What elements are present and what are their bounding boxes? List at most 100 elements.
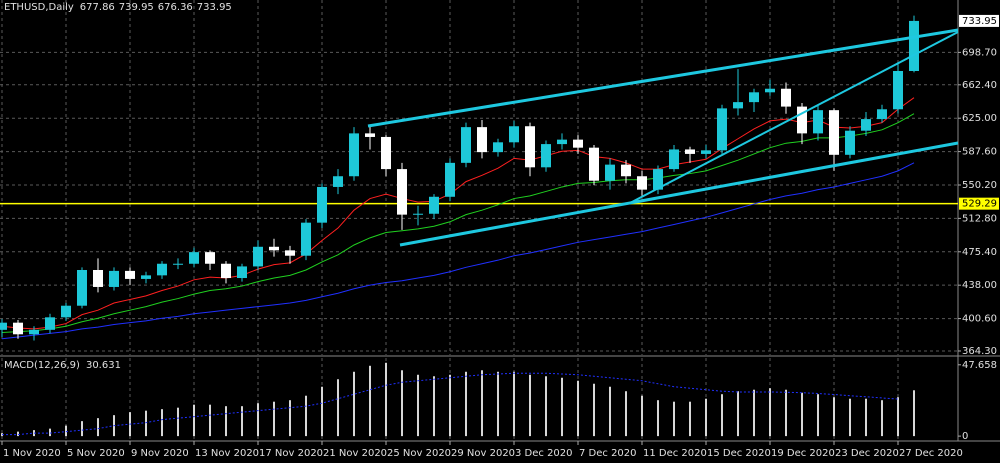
candle-body	[653, 169, 663, 190]
x-tick-label: 13 Nov 2020	[195, 448, 259, 459]
candle-body	[637, 176, 647, 190]
y-tick-label: 0	[962, 431, 968, 442]
candle-body	[717, 108, 727, 151]
candle-body	[93, 269, 103, 287]
x-tick-label: 29 Nov 2020	[451, 448, 515, 459]
candle-body	[557, 139, 567, 145]
candle-body	[477, 127, 487, 153]
candle-body	[125, 270, 135, 279]
candle-body	[141, 275, 151, 279]
y-tick-label: 587.60	[962, 147, 997, 158]
trendline	[629, 31, 959, 204]
candle-body	[45, 317, 55, 330]
candle-body	[493, 142, 503, 153]
y-tick-label: 400.60	[962, 314, 997, 325]
candle-body	[317, 186, 327, 223]
candle-body	[397, 169, 407, 215]
candle-body	[285, 250, 295, 256]
candle-body	[269, 246, 279, 251]
x-tick-label: 21 Nov 2020	[323, 448, 387, 459]
header-open: 677.86	[80, 2, 115, 13]
candle-body	[77, 269, 87, 306]
y-tick-label: 364.30	[962, 346, 997, 357]
level-label: 529.29	[962, 199, 997, 210]
candle-body	[541, 144, 551, 168]
candle-body	[701, 150, 711, 154]
y-tick-label: 475.40	[962, 247, 997, 258]
candle-body	[813, 110, 823, 134]
candle-body	[509, 126, 519, 143]
candle-body	[173, 263, 183, 265]
trendline	[399, 141, 959, 247]
x-tick-label: 23 Dec 2020	[835, 448, 899, 459]
candle-body	[525, 126, 535, 168]
candle-body	[61, 305, 71, 318]
macd-title: MACD(12,26,9)	[4, 360, 80, 371]
header-low: 676.36	[158, 2, 193, 13]
symbol: ETHUSD,Daily	[4, 2, 74, 13]
candle-body	[781, 88, 791, 107]
candle-body	[349, 133, 359, 177]
candle-body	[589, 147, 599, 181]
candle-body	[573, 139, 583, 148]
y-tick-label: 512.80	[962, 213, 997, 224]
candle-body	[109, 270, 119, 287]
candle-body	[413, 213, 423, 215]
x-tick-label: 1 Nov 2020	[3, 448, 61, 459]
candle-body	[237, 266, 247, 279]
candle-body	[189, 252, 199, 264]
candle-body	[205, 252, 215, 264]
y-tick-label: 662.40	[962, 80, 997, 91]
candle-body	[445, 162, 455, 197]
candle-body	[253, 246, 263, 267]
candle-body	[877, 109, 887, 120]
x-tick-label: 25 Nov 2020	[387, 448, 451, 459]
candle-body	[301, 222, 311, 256]
x-tick-label: 17 Nov 2020	[259, 448, 323, 459]
candle-body	[0, 322, 7, 330]
price-label: 733.95	[962, 16, 997, 27]
x-tick-label: 9 Nov 2020	[131, 448, 189, 459]
candle-body	[605, 164, 615, 181]
candle-body	[365, 133, 375, 137]
x-tick-label: 3 Dec 2020	[515, 448, 573, 459]
x-tick-label: 19 Dec 2020	[771, 448, 835, 459]
macd-header: MACD(12,26,9) 30.631	[4, 360, 121, 371]
indicator-line	[1, 113, 915, 333]
trendline	[367, 28, 959, 128]
candle-body	[221, 263, 231, 279]
candle-body	[13, 322, 23, 335]
candle-body	[861, 119, 871, 131]
x-tick-label: 7 Dec 2020	[579, 448, 637, 459]
candle-body	[829, 110, 839, 155]
candle-body	[733, 102, 743, 109]
x-tick-label: 11 Dec 2020	[643, 448, 707, 459]
macd-main: 30.631	[86, 360, 121, 371]
price-label-box	[959, 14, 999, 27]
candle-body	[429, 196, 439, 214]
candle-body	[669, 149, 679, 170]
candle-body	[381, 136, 391, 170]
candle-body	[845, 130, 855, 155]
candle-body	[797, 106, 807, 134]
trendlines	[367, 28, 959, 247]
candle-body	[765, 88, 775, 93]
candle-body	[749, 92, 759, 103]
indicator-line	[1, 97, 915, 330]
candle-body	[893, 71, 903, 110]
candle-body	[909, 20, 919, 72]
x-tick-label: 15 Dec 2020	[707, 448, 771, 459]
candle-body	[157, 263, 167, 276]
level-label-box	[959, 197, 999, 210]
candle-body	[621, 164, 631, 177]
candle-body	[333, 176, 343, 187]
x-tick-label: 27 Dec 2020	[899, 448, 963, 459]
y-tick-label: 438.00	[962, 280, 997, 291]
x-tick-label: 5 Nov 2020	[67, 448, 125, 459]
candle-body	[685, 149, 695, 154]
y-tick-label: 625.00	[962, 113, 997, 124]
macd-signal-line	[2, 372, 899, 436]
